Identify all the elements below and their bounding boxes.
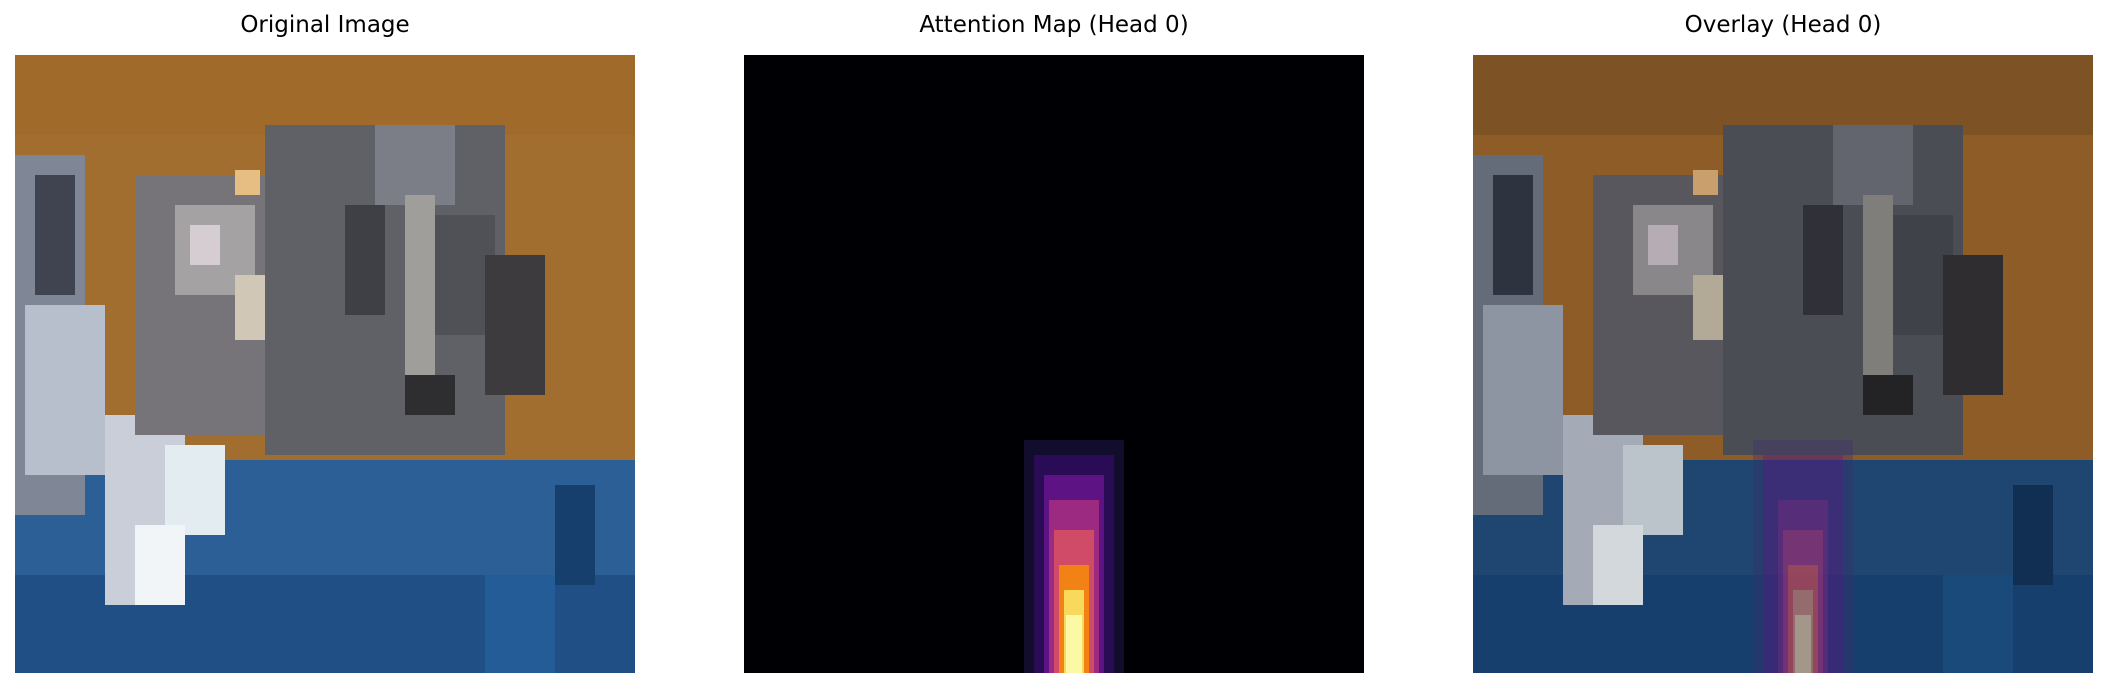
- attention-map: [744, 55, 1364, 673]
- overlay-image: [1473, 55, 2093, 673]
- original-image: [15, 55, 635, 673]
- original-image-title: Original Image: [240, 12, 410, 38]
- attention-map-panel: [744, 55, 1364, 673]
- attention-map-title: Attention Map (Head 0): [919, 12, 1189, 38]
- overlay-title: Overlay (Head 0): [1684, 12, 1882, 38]
- original-image-panel: [15, 55, 635, 673]
- overlay-panel: [1473, 55, 2093, 673]
